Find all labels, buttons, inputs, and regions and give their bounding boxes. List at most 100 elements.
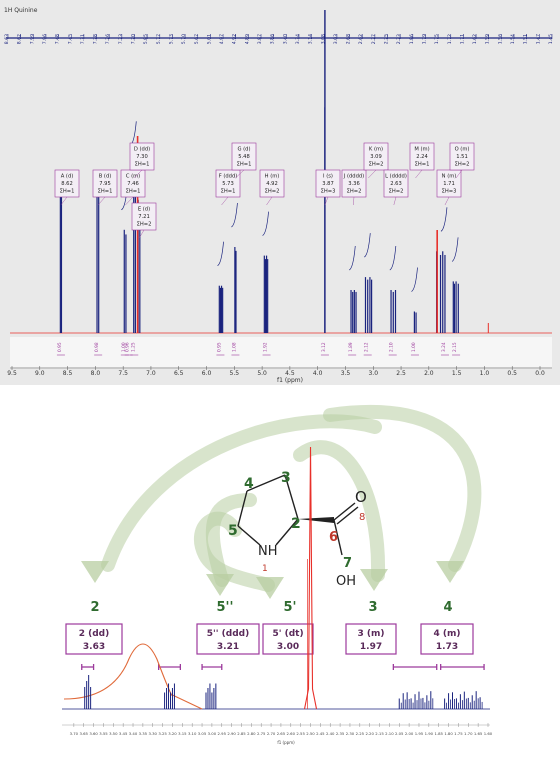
multiplet-box-H: H (m)4.92 ΣH=2 <box>259 169 285 206</box>
integral-value: 0.95 <box>216 342 222 352</box>
integral-curve-G <box>231 202 238 228</box>
atom-2-label: 2 <box>291 516 301 532</box>
x-tick-label: 3.65 <box>79 731 88 736</box>
integral-value: 2.12 <box>364 342 370 352</box>
shift-box-label: 4 (m) <box>434 629 461 639</box>
top-peak-label: 7.48 <box>55 34 61 44</box>
integral-curve-H <box>262 211 269 236</box>
arrow-head <box>436 561 464 583</box>
multiplet-shift: 1.51 <box>456 154 468 160</box>
assign-4: 4 <box>443 600 452 615</box>
x-tick-label: 2.0 <box>424 370 434 377</box>
integral-value: 3.24 <box>441 342 447 352</box>
x-tick-label: 0.5 <box>507 370 517 377</box>
x-tick-label: 3.50 <box>109 731 118 736</box>
multiplet-box-K: K (m)3.09 ΣH=2 <box>363 142 389 179</box>
multiplet-shift: 3.09 <box>370 154 382 160</box>
x-tick-label: 1.80 <box>444 731 453 736</box>
x-tick-label: 3.00 <box>208 731 217 736</box>
integral-value: 1.25 <box>130 342 136 352</box>
top-peak-label: 3.40 <box>282 34 288 44</box>
multiplet-nh: ΣH=2 <box>137 222 152 228</box>
top-peak-label: 7.99 <box>29 34 35 44</box>
multiplet-shift: 3.36 <box>348 181 360 187</box>
top-peak-label: 8.63 <box>4 34 10 44</box>
box-leader <box>134 169 143 179</box>
multiplet-shift: 7.21 <box>138 214 150 220</box>
multiplet-box-O: O (m)1.51 ΣH=2 <box>449 142 475 179</box>
solvent-peak <box>303 446 318 710</box>
box-frame <box>315 169 341 198</box>
x-tick-label: 2.85 <box>237 731 246 736</box>
integral-curve-M <box>411 267 418 292</box>
x-tick-label: 2.75 <box>257 731 266 736</box>
x-tick-label: 3.30 <box>149 731 158 736</box>
x-tick-label: 4.5 <box>285 370 295 377</box>
arrow-head <box>206 574 234 596</box>
multiplet-box-G: G (d)5.48 ΣH=1 <box>231 142 257 179</box>
top-peak-label: 4.92 <box>232 34 238 44</box>
top-peak-label: 7.20 <box>131 34 137 44</box>
top-peak-label: 1.79 <box>421 34 427 44</box>
integral-value: 1.08 <box>231 342 237 352</box>
multiplet-nh: ΣH=2 <box>455 162 470 168</box>
top-peak-label: 8.62 <box>17 34 23 44</box>
x-tick-label: 9.0 <box>35 370 45 377</box>
spectrum-trace <box>62 446 490 710</box>
x-tick-label: 3.35 <box>139 731 148 736</box>
x-tick-label: 1.70 <box>464 731 473 736</box>
top-peak-label: 2.62 <box>358 34 364 44</box>
top-peak-label: 5.67 <box>194 34 200 44</box>
shift-box-3: 5' (dt) 3.00 <box>262 623 314 655</box>
box-leader <box>444 196 450 206</box>
box-leader <box>455 169 463 179</box>
shift-box-value: 1.73 <box>436 642 458 652</box>
shift-box-4: 3 (m) 1.97 <box>345 623 397 655</box>
atom-6-label: 6 <box>329 530 338 545</box>
integral-bar: 0.95 0.98 1.000.96 1.25 0.95 1.08 1.92 3.12 1.89… <box>10 337 552 367</box>
x-axis: 9.5 9.0 8.5 8.0 7.5 7.0 6.5 6.0 5.5 5.0 4.5 4.0 3.5 3… <box>7 366 552 377</box>
x-tick-label: 3.20 <box>168 731 177 736</box>
x-tick-label: 3.60 <box>89 731 98 736</box>
x-tick-label: 2.5 <box>396 370 406 377</box>
o8-symbol: O <box>355 488 367 506</box>
shift-box-frame <box>196 623 260 655</box>
top-peak-label: 1.51 <box>523 34 529 44</box>
integral-value: 1.00 <box>121 342 127 352</box>
integral-curve-N <box>440 207 448 232</box>
atom-5-label: 5 <box>228 523 238 539</box>
top-peak-label: 1.71 <box>459 34 465 44</box>
multiplet-box-L: L (dddd)2.63 ΣH=2 <box>383 169 409 206</box>
multiplet-name: L (dddd) <box>385 174 407 180</box>
x-tick-label: 2.15 <box>375 731 384 736</box>
top-peak-label: 7.28 <box>93 34 99 44</box>
x-tick-label: 2.45 <box>316 731 325 736</box>
multiplet-shift: 7.95 <box>99 181 111 187</box>
multiplet-nh: ΣH=1 <box>60 189 75 195</box>
box-frame <box>92 169 118 198</box>
x-tick-label: 2.80 <box>247 731 256 736</box>
shift-box-frame <box>420 623 474 655</box>
multiplet-box-C: C (m)7.46 ΣH=1 <box>120 169 146 206</box>
correlation-arrow <box>293 440 386 582</box>
shift-box-1: 2 (dd) 3.63 <box>65 623 123 655</box>
x-tick-label: 2.55 <box>296 731 305 736</box>
shift-box-label: 2 (dd) <box>79 629 110 639</box>
atom-3-label: 3 <box>281 470 291 486</box>
x-tick-label: 3.05 <box>198 731 207 736</box>
x-tick-label: 3.45 <box>119 731 128 736</box>
multiplet-name: O (m) <box>455 147 470 153</box>
shift-box-value: 3.63 <box>83 642 105 652</box>
multiplet-name: C (m) <box>126 174 140 180</box>
integral-curve-J <box>349 245 356 271</box>
x-tick-label: 2.25 <box>356 731 365 736</box>
x-tick-label: 2.50 <box>306 731 315 736</box>
box-leader <box>415 169 423 179</box>
top-peak-label: 3.87 <box>257 34 263 44</box>
multiplet-nh: ΣH=2 <box>389 189 404 195</box>
multiplet-box-J: J (dddd)3.36 ΣH=2 <box>341 169 367 206</box>
box-leader <box>266 196 273 206</box>
x-tick-label: 6.0 <box>202 370 212 377</box>
multiplet-name: A (d) <box>61 174 74 180</box>
top-peak-label: 2.68 <box>346 34 352 44</box>
